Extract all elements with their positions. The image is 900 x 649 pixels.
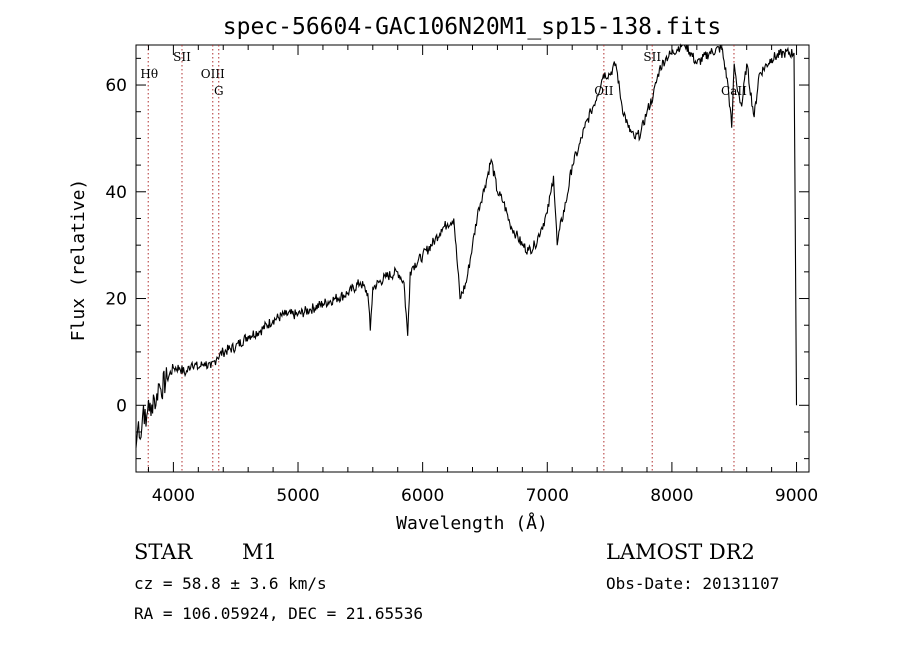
spectrum-series-line: [135, 43, 798, 449]
spectral-line-label: OII: [594, 84, 614, 98]
x-tick-label: 8000: [650, 486, 693, 506]
x-tick-label: 7000: [526, 486, 569, 506]
obs-date: Obs-Date: 20131107: [606, 574, 780, 593]
spectral-line-label: SII: [643, 50, 661, 64]
x-axis-label: Wavelength (Å): [396, 512, 548, 534]
redshift-text: cz = 58.8 ± 3.6 km/s: [134, 574, 327, 593]
plot-frame: [135, 44, 810, 473]
x-tick-label: 6000: [401, 486, 444, 506]
spectral-line-label: SII: [173, 50, 191, 64]
coordinates: RA = 106.05924, DEC = 21.65536: [134, 604, 423, 623]
y-tick-label: 60: [105, 76, 127, 96]
y-tick-label: 0: [116, 396, 127, 416]
y-tick-label: 40: [105, 183, 127, 203]
spectral-line-label: G: [214, 84, 224, 98]
chart-title: spec-56604-GAC106N20M1_sp15-138.fits: [223, 14, 722, 40]
x-tick-label: 5000: [276, 486, 319, 506]
survey-name: LAMOST DR2: [606, 540, 755, 564]
ticks-layer: 4000 5000 6000 7000 8000 9000 0 20 40 60: [105, 45, 818, 506]
spectral-line-label: CaII: [721, 84, 747, 98]
object-subclass: M1: [242, 540, 277, 564]
x-tick-label: 9000: [775, 486, 818, 506]
x-tick-label: 4000: [152, 486, 195, 506]
spectral-lines-layer: Hθ SII OIII G OII SII CaII: [140, 45, 747, 472]
y-tick-label: 20: [105, 290, 127, 310]
spectral-line-label: Hθ: [140, 67, 158, 81]
spectral-line-label: OIII: [201, 67, 225, 81]
y-axis-label: Flux (relative): [68, 179, 89, 342]
object-class: STAR: [134, 540, 193, 564]
